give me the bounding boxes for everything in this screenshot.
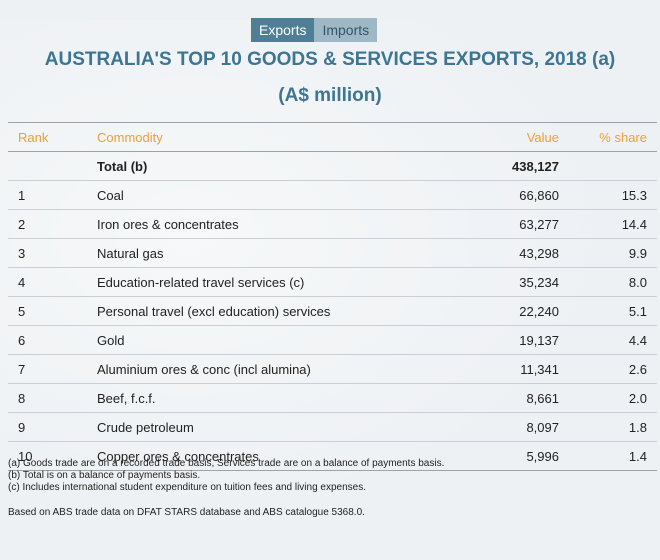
header-value: Value [526, 129, 559, 145]
row-rank: 10 [8, 441, 96, 471]
row-share: 1.8 [559, 412, 657, 442]
row-rank: 9 [8, 412, 96, 442]
row-rank: 5 [8, 296, 96, 326]
row-share: 5.1 [559, 296, 657, 326]
row-rank: 4 [8, 267, 96, 297]
table-row: 10 Copper ores & concentrates 5,996 1.4 [8, 441, 657, 471]
header-rank: Rank [18, 129, 49, 145]
tab-exports[interactable]: Exports [251, 18, 315, 42]
row-rank: 3 [8, 238, 96, 268]
exports-table: Rank Commodity Value % share Total (b) 4… [8, 122, 657, 471]
tab-bar: Exports Imports [251, 18, 378, 42]
row-share: 1.4 [559, 441, 657, 471]
row-value: 66,860 [428, 180, 559, 210]
row-value: 63,277 [428, 209, 559, 239]
table-row: 9 Crude petroleum 8,097 1.8 [8, 412, 657, 442]
row-commodity: Natural gas [96, 238, 428, 268]
total-value: 438,127 [428, 151, 559, 181]
row-rank: 2 [8, 209, 96, 239]
table-row: 4 Education-related travel services (c) … [8, 267, 657, 297]
row-value: 11,341 [428, 354, 559, 384]
header-share: % share [599, 129, 647, 145]
row-value: 35,234 [428, 267, 559, 297]
table-row: 2 Iron ores & concentrates 63,277 14.4 [8, 209, 657, 239]
page-subtitle: (A$ million) [278, 85, 382, 106]
row-rank: 1 [8, 180, 96, 210]
footnote-b: (b) Total is on a balance of payments ba… [8, 470, 201, 481]
row-share: 15.3 [559, 180, 657, 210]
row-rank: 6 [8, 325, 96, 355]
row-commodity: Beef, f.c.f. [96, 383, 428, 413]
row-value: 43,298 [428, 238, 559, 268]
total-row: Total (b) 438,127 [8, 151, 657, 181]
table-row: 5 Personal travel (excl education) servi… [8, 296, 657, 326]
footnote-c: (c) Includes international student expen… [8, 482, 367, 493]
table-row: 1 Coal 66,860 15.3 [8, 180, 657, 210]
footnote-a: (a) Goods trade are on a recorded trade … [8, 458, 445, 469]
row-rank: 8 [8, 383, 96, 413]
row-share: 2.6 [559, 354, 657, 384]
header-commodity: Commodity [97, 129, 163, 145]
table-row: 8 Beef, f.c.f. 8,661 2.0 [8, 383, 657, 413]
row-rank: 7 [8, 354, 96, 384]
row-commodity: Personal travel (excl education) service… [96, 296, 428, 326]
tab-imports[interactable]: Imports [314, 18, 378, 42]
source-note: Based on ABS trade data on DFAT STARS da… [8, 507, 365, 518]
row-commodity: Aluminium ores & conc (incl alumina) [96, 354, 428, 384]
total-label: Total (b) [96, 151, 428, 181]
row-commodity: Copper ores & concentrates [96, 441, 428, 471]
row-share: 9.9 [559, 238, 657, 268]
total-rank [8, 151, 96, 181]
row-share: 8.0 [559, 267, 657, 297]
table-header-row: Rank Commodity Value % share [8, 122, 657, 152]
row-value: 5,996 [428, 441, 559, 471]
row-commodity: Coal [96, 180, 428, 210]
row-value: 19,137 [428, 325, 559, 355]
table-row: 3 Natural gas 43,298 9.9 [8, 238, 657, 268]
row-commodity: Crude petroleum [96, 412, 428, 442]
total-share [559, 151, 657, 181]
row-commodity: Gold [96, 325, 428, 355]
row-commodity: Iron ores & concentrates [96, 209, 428, 239]
table-row: 6 Gold 19,137 4.4 [8, 325, 657, 355]
page-title: AUSTRALIA'S TOP 10 GOODS & SERVICES EXPO… [44, 49, 616, 70]
table-row: 7 Aluminium ores & conc (incl alumina) 1… [8, 354, 657, 384]
row-value: 22,240 [428, 296, 559, 326]
row-share: 4.4 [559, 325, 657, 355]
footnotes: (a) Goods trade are on a recorded trade … [8, 458, 444, 494]
row-value: 8,661 [428, 383, 559, 413]
row-share: 14.4 [559, 209, 657, 239]
row-share: 2.0 [559, 383, 657, 413]
row-commodity: Education-related travel services (c) [96, 267, 428, 297]
row-value: 8,097 [428, 412, 559, 442]
